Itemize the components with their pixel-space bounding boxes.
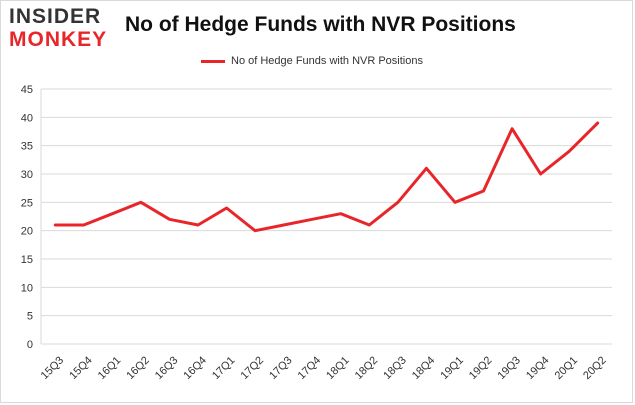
x-tick-label: 19Q1 — [438, 354, 466, 382]
y-tick-label: 30 — [21, 169, 33, 181]
y-tick-label: 20 — [21, 226, 33, 238]
x-tick-label: 16Q3 — [153, 354, 181, 382]
x-tick-label: 16Q2 — [124, 354, 152, 382]
x-tick-label: 17Q3 — [267, 354, 295, 382]
x-tick-label: 19Q2 — [467, 354, 495, 382]
x-tick-label: 18Q1 — [324, 354, 352, 382]
y-tick-label: 40 — [21, 112, 33, 124]
y-tick-label: 45 — [21, 84, 33, 96]
logo-line-1: INSIDER — [9, 5, 102, 28]
x-tick-label: 16Q4 — [181, 354, 209, 382]
y-tick-label: 5 — [27, 311, 33, 323]
x-tick-label: 17Q1 — [210, 354, 238, 382]
y-tick-label: 0 — [27, 339, 33, 351]
x-tick-label: 17Q2 — [239, 354, 267, 382]
x-tick-label: 20Q1 — [553, 354, 581, 382]
x-tick-label: 19Q4 — [524, 354, 552, 382]
x-tick-label: 16Q1 — [96, 354, 124, 382]
insider-monkey-logo: INSIDER MONKEY — [9, 6, 119, 52]
y-tick-label: 25 — [21, 197, 33, 209]
x-tick-label: 15Q4 — [67, 354, 95, 382]
y-tick-label: 35 — [21, 141, 33, 153]
x-tick-label: 20Q2 — [581, 354, 609, 382]
x-tick-label: 18Q3 — [381, 354, 409, 382]
x-tick-label: 19Q3 — [496, 354, 524, 382]
logo-line-2: MONKEY — [9, 28, 108, 51]
x-tick-label: 18Q4 — [410, 354, 438, 382]
x-tick-label: 17Q4 — [296, 354, 324, 382]
y-tick-label: 15 — [21, 254, 33, 266]
legend-label: No of Hedge Funds with NVR Positions — [231, 55, 423, 67]
x-tick-label: 18Q2 — [353, 354, 381, 382]
y-tick-label: 10 — [21, 282, 33, 294]
series-line — [53, 121, 600, 233]
chart-title: No of Hedge Funds with NVR Positions — [125, 13, 516, 36]
x-tick-label: 15Q3 — [39, 354, 67, 382]
legend-swatch — [201, 59, 225, 63]
chart-legend: No of Hedge Funds with NVR Positions — [201, 53, 423, 69]
